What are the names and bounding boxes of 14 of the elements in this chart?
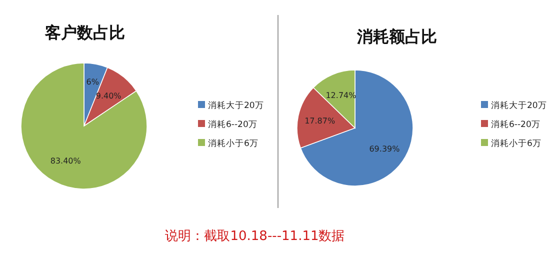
text: 说明：截取10.18---11.11数据	[165, 229, 345, 244]
legend-label: 消耗6--20万	[491, 119, 540, 130]
legend-label: 消耗6--20万	[208, 119, 258, 130]
data-label: 83.40%	[50, 156, 82, 166]
legend-label: 消耗小于6万	[208, 138, 258, 149]
legend-label: 消耗小于6万	[491, 138, 542, 149]
legend-label: 消耗大于20万	[491, 100, 547, 111]
legend-label: 消耗大于20万	[208, 100, 264, 111]
data-label: 6%	[86, 77, 100, 86]
data-label: 9.40%	[96, 92, 122, 101]
chart-title: 客户数占比	[44, 23, 125, 42]
chart-title: 消耗额占比	[356, 27, 437, 46]
data-label: 69.39%	[369, 144, 400, 154]
data-label: 17.87%	[304, 116, 336, 126]
